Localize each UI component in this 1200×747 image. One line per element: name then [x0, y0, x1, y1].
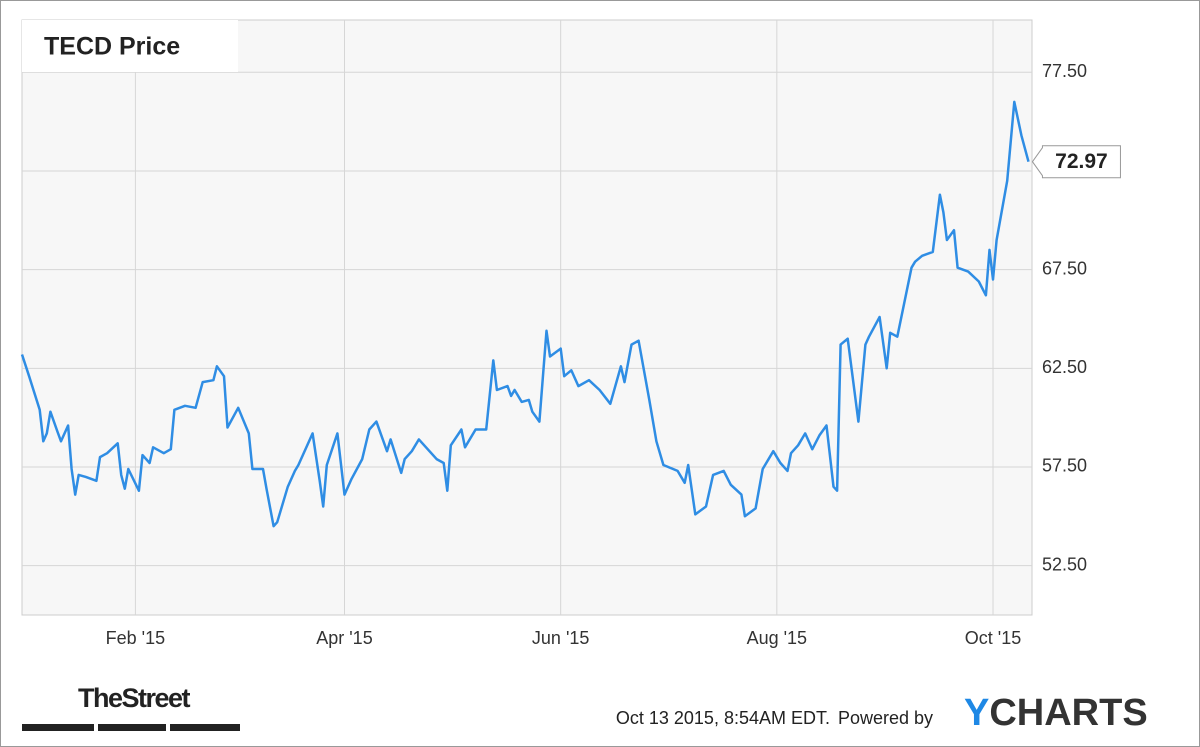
y-tick-label: 62.50 — [1042, 357, 1087, 377]
x-tick-label: Apr '15 — [316, 628, 372, 648]
y-tick-label: 57.50 — [1042, 456, 1087, 476]
x-tick-label: Aug '15 — [747, 628, 808, 648]
grid — [22, 20, 1032, 615]
y-tick-label: 52.50 — [1042, 554, 1087, 574]
x-tick-label: Oct '15 — [965, 628, 1021, 648]
last-value-label: 72.97 — [1055, 150, 1108, 173]
title-box — [22, 20, 238, 72]
plot-area — [21, 19, 1033, 616]
y-tick-label: 67.50 — [1042, 258, 1087, 278]
brand-bar — [170, 724, 240, 731]
brand-bar — [98, 724, 166, 731]
chart-title: TECD Price — [44, 33, 180, 61]
x-tick-label: Jun '15 — [532, 628, 589, 648]
provider-name: CHARTS — [989, 692, 1147, 734]
x-tick-label: Feb '15 — [106, 628, 165, 648]
y-tick-label: 77.50 — [1042, 61, 1087, 81]
brand-bar — [22, 724, 94, 731]
price-line — [20, 100, 1030, 528]
provider-mark: Y — [964, 692, 989, 734]
brand: TheStreet — [78, 683, 191, 713]
powered-by: Powered by — [838, 708, 933, 728]
timestamp: Oct 13 2015, 8:54AM EDT. — [616, 708, 830, 728]
last-value-box — [1031, 145, 1121, 179]
provider-logo: YCHARTS — [964, 692, 1148, 734]
